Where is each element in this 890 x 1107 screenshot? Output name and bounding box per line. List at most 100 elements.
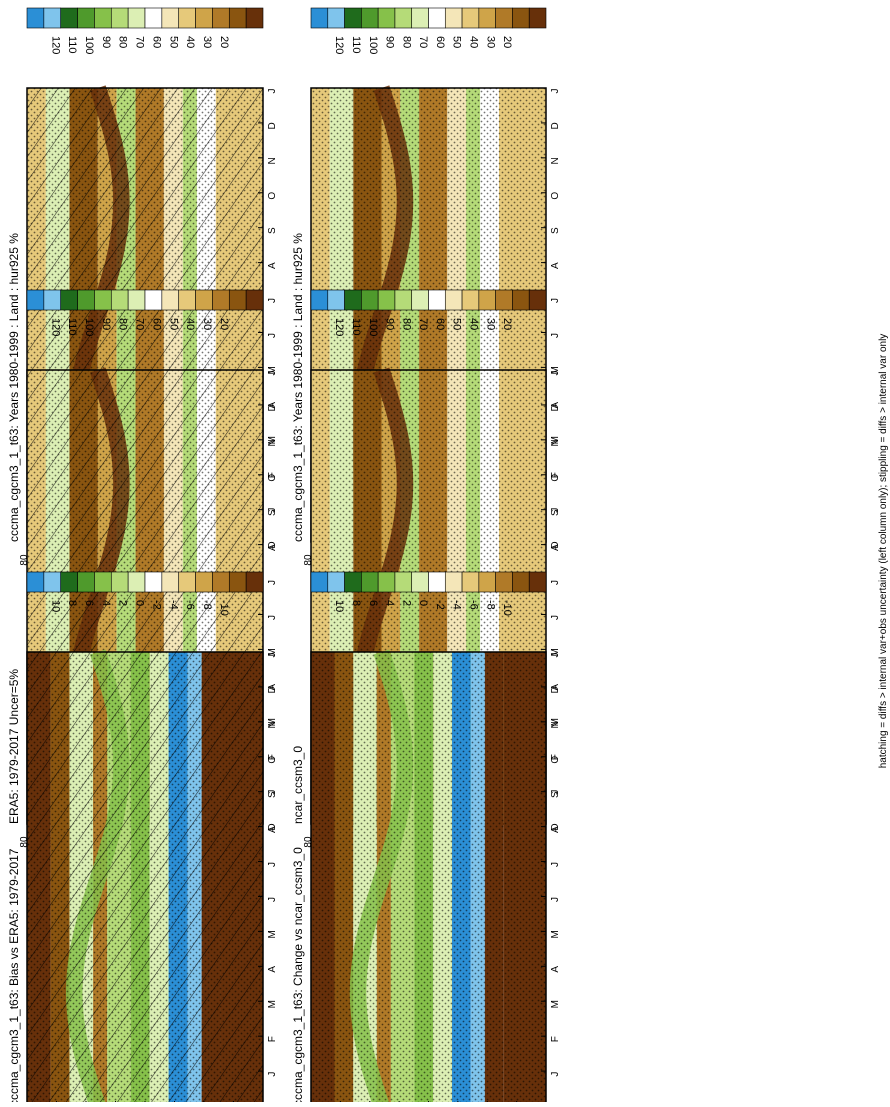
colorbar-swatch [478,7,496,29]
colorbar-label: 40 [467,318,479,330]
colorbar-cb2: 120 110 100 90 80 70 60 50 40 30 20 [310,7,547,54]
colorbar-label: -8 [201,600,213,610]
colorbar-swatch [195,7,213,29]
x-tick-label: N [267,157,278,164]
x-tick-label: J [550,615,561,620]
panel-title: cccma_cgcm3_1_t63: Years 1980-1999 : Lan… [291,233,305,542]
colorbar-swatch [528,7,547,29]
colorbar-label: 10 [49,600,61,612]
panel-title: cccma_cgcm3_1_t63: Change vs ncar_ccsm3_… [291,847,305,1102]
x-tick-label: D [550,541,561,548]
panel-p6: DJFMAMJJASONDJ8060°N20020°S6080cccma_cgc… [291,649,561,1107]
colorbar-swatch [228,7,247,29]
colorbar-label: 10 [333,600,345,612]
colorbar-swatch [26,7,45,29]
colorbar-swatch [161,289,180,311]
x-tick-label: A [267,684,278,691]
colorbar-swatch [327,7,345,29]
x-tick-label: M [550,436,561,444]
x-tick-label: O [267,192,278,200]
colorbar-cb6: 10 8 6 4 2 0 -2 -4 -6 -8 -10 [310,571,547,616]
colorbar-label: -6 [467,600,479,610]
colorbar-swatch [94,289,112,311]
x-tick-label: O [267,756,278,764]
colorbar-swatch [361,571,379,593]
colorbar-swatch [245,571,264,593]
colorbar-label: 110 [66,318,78,336]
x-tick-label: J [267,580,278,585]
colorbar-swatch [127,571,146,593]
colorbar-swatch [310,289,329,311]
colorbar-label: 2 [400,600,412,606]
x-tick-label: D [550,686,561,693]
colorbar-swatch [344,289,362,311]
colorbar-label: -6 [184,600,196,610]
colorbar-label: 2 [117,600,129,606]
colorbar-label: -4 [451,600,463,610]
x-tick-label: N [550,439,561,446]
colorbar-label: 110 [66,36,78,54]
colorbar-swatch [245,289,264,311]
x-tick-label: J [550,897,561,902]
colorbar-label: 70 [134,318,146,330]
colorbar-swatch [178,571,196,593]
x-tick-label: J [550,862,561,867]
colorbar-swatch [394,7,413,29]
colorbar-label: 70 [134,36,146,48]
colorbar-swatch [495,7,513,29]
x-tick-label: S [550,509,561,516]
colorbar-label: 100 [83,318,95,336]
colorbar-swatch [444,289,463,311]
footnote: hatching = diffs > internal var+obs unce… [878,334,889,769]
colorbar-label: -2 [150,600,162,610]
x-tick-label: M [550,930,561,938]
y-tick-label: 80 [303,836,314,848]
colorbar-label: 50 [451,318,463,330]
colorbar-label: 4 [100,600,112,606]
colorbar-label: 20 [501,318,513,330]
colorbar-label: 100 [83,36,95,54]
x-tick-label: D [267,122,278,129]
colorbar-label: 8 [66,600,78,606]
colorbar-label: 90 [384,318,396,330]
x-tick-label: J [267,298,278,303]
colorbar-swatch [60,571,78,593]
colorbar-swatch [411,571,429,593]
colorbar-swatch [94,571,112,593]
colorbar-swatch [344,571,362,593]
x-tick-label: J [550,790,561,795]
hatch-overlay [27,652,263,1106]
colorbar-swatch [478,289,496,311]
x-tick-label: J [550,371,561,376]
colorbar-label: 70 [417,318,429,330]
colorbar-swatch [444,571,463,593]
colorbar-swatch [161,7,180,29]
x-tick-label: J [550,580,561,585]
x-tick-label: S [267,227,278,234]
colorbar-swatch [495,289,513,311]
colorbar-swatch [77,7,95,29]
y-tick-label: 80 [19,836,30,848]
x-tick-label: M [267,366,278,374]
colorbar-label: 30 [201,36,213,48]
colorbar-cb1: 120 110 100 90 80 70 60 50 40 30 20 [26,7,264,54]
x-tick-label: J [550,333,561,338]
colorbar-swatch [461,571,480,593]
x-tick-label: A [550,402,561,409]
colorbar-swatch [394,289,413,311]
colorbar-label: 110 [350,318,362,336]
colorbar-label: 50 [167,36,179,48]
x-tick-label: D [267,823,278,830]
x-tick-label: J [267,333,278,338]
x-tick-label: A [267,826,278,833]
x-tick-label: F [550,472,561,478]
x-tick-label: J [550,508,561,513]
x-tick-label: M [267,648,278,656]
panel-title: ERA5: 1979-2017 Uncer=5% [7,669,21,824]
x-tick-label: D [550,404,561,411]
x-tick-label: J [267,653,278,658]
colorbar-swatch [228,571,247,593]
x-tick-label: J [267,790,278,795]
x-tick-label: J [267,371,278,376]
colorbar-swatch [512,289,530,311]
